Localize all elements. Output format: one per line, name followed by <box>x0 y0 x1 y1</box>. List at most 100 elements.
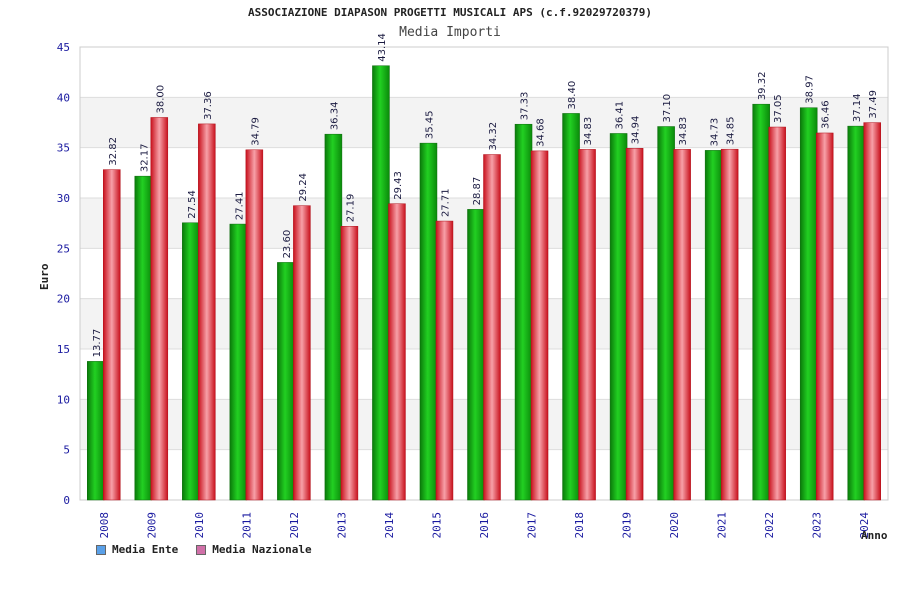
y-tick-label: 10 <box>57 393 70 406</box>
x-tick-label: 2018 <box>573 512 586 539</box>
bar-media-ente <box>372 65 390 501</box>
data-label-ente: 34.73 <box>710 118 721 147</box>
legend-label-nazionale: Media Nazionale <box>212 543 312 556</box>
x-tick-label: 2017 <box>526 512 539 539</box>
bar-media-nazionale <box>815 132 834 501</box>
y-tick-label: 20 <box>57 293 70 306</box>
legend-swatch-nazionale <box>196 544 207 555</box>
y-axis-label: Euro <box>38 263 51 291</box>
data-label-nazionale: 32.82 <box>108 137 119 166</box>
data-label-ente: 32.17 <box>139 144 150 173</box>
data-label-nazionale: 34.32 <box>488 122 499 151</box>
y-tick-label: 5 <box>63 444 70 457</box>
bar-media-ente <box>514 123 533 501</box>
chart-title: ASSOCIAZIONE DIAPASON PROGETTI MUSICALI … <box>248 6 652 19</box>
bar-media-nazionale <box>483 154 501 501</box>
x-tick-label: 2008 <box>98 512 111 539</box>
data-label-ente: 38.97 <box>805 75 816 104</box>
bar-media-ente <box>324 133 343 501</box>
x-tick-label: 2021 <box>716 512 729 539</box>
x-tick-label: 2016 <box>478 512 491 539</box>
bar-media-ente <box>562 113 580 501</box>
bar-media-ente <box>799 107 818 501</box>
bar-media-ente <box>229 223 248 501</box>
x-tick-label: 2020 <box>668 512 681 539</box>
data-label-nazionale: 34.79 <box>250 117 261 146</box>
data-label-nazionale: 37.36 <box>203 91 214 120</box>
legend-item-nazionale: Media Nazionale <box>196 543 312 556</box>
x-tick-label: 2011 <box>240 512 253 539</box>
data-label-ente: 37.33 <box>520 92 531 121</box>
legend-item-ente: Media Ente <box>96 543 178 556</box>
data-label-ente: 23.60 <box>282 230 293 259</box>
x-tick-label: 2009 <box>145 512 158 539</box>
bar-media-ente <box>182 222 200 501</box>
legend-swatch-ente <box>96 544 106 555</box>
bar-media-ente <box>277 262 295 501</box>
bar-media-nazionale <box>530 150 549 501</box>
y-tick-label: 25 <box>57 242 70 255</box>
data-label-ente: 27.54 <box>187 190 198 219</box>
bar-media-nazionale <box>340 226 359 501</box>
bar-media-ente <box>657 126 675 501</box>
x-tick-label: 2012 <box>288 512 301 539</box>
bar-media-nazionale <box>150 117 169 501</box>
x-tick-label: 2010 <box>193 512 206 539</box>
data-label-nazionale: 38.00 <box>155 85 166 114</box>
bar-media-ente <box>419 142 438 501</box>
bar-media-nazionale <box>388 203 406 501</box>
data-label-ente: 37.10 <box>662 94 673 123</box>
data-label-ente: 36.41 <box>615 101 626 130</box>
data-label-ente: 28.87 <box>472 177 483 206</box>
x-tick-label: 2015 <box>430 512 443 539</box>
data-label-nazionale: 34.83 <box>583 117 594 146</box>
data-label-nazionale: 34.94 <box>631 116 642 145</box>
x-axis-label: Anno <box>861 529 888 542</box>
bar-media-nazionale <box>720 148 739 501</box>
y-tick-label: 0 <box>63 494 70 507</box>
bar-media-ente <box>87 361 105 501</box>
legend: Media Ente Media Nazionale <box>96 543 312 556</box>
bar-media-nazionale <box>245 149 264 501</box>
bar-media-ente <box>847 125 865 501</box>
y-tick-label: 35 <box>57 142 70 155</box>
data-label-nazionale: 29.24 <box>298 173 309 202</box>
bar-media-ente <box>704 150 723 501</box>
data-label-ente: 38.40 <box>567 81 578 110</box>
data-label-nazionale: 29.43 <box>393 171 404 200</box>
y-tick-label: 40 <box>57 91 70 104</box>
y-tick-label: 15 <box>57 343 70 356</box>
data-label-ente: 35.45 <box>424 110 435 139</box>
data-label-ente: 43.14 <box>377 33 388 62</box>
bar-media-nazionale <box>103 169 121 501</box>
data-label-nazionale: 37.49 <box>868 90 879 119</box>
data-label-ente: 36.34 <box>329 102 340 131</box>
x-tick-label: 2019 <box>621 512 634 539</box>
data-label-nazionale: 34.68 <box>536 118 547 147</box>
legend-label-ente: Media Ente <box>112 543 179 556</box>
data-label-ente: 27.41 <box>234 191 245 220</box>
x-tick-label: 2024 <box>858 512 871 539</box>
x-tick-label: 2013 <box>335 512 348 539</box>
data-label-nazionale: 36.46 <box>821 100 832 129</box>
data-label-nazionale: 34.85 <box>726 117 737 146</box>
bar-media-nazionale <box>625 148 644 501</box>
data-label-nazionale: 27.19 <box>345 194 356 223</box>
data-label-nazionale: 37.05 <box>773 94 784 123</box>
bar-media-nazionale <box>293 205 311 501</box>
bar-media-nazionale <box>863 122 881 501</box>
data-label-nazionale: 34.83 <box>678 117 689 146</box>
x-tick-label: 2014 <box>383 512 396 539</box>
bar-media-ente <box>609 133 628 501</box>
data-label-ente: 13.77 <box>92 329 103 358</box>
bar-media-ente <box>752 103 770 501</box>
data-label-nazionale: 27.71 <box>440 188 451 217</box>
bar-media-nazionale <box>435 220 454 501</box>
bar-media-nazionale <box>768 126 786 501</box>
bar-media-nazionale <box>673 149 691 501</box>
chart-subtitle: Media Importi <box>399 25 501 40</box>
bar-media-ente <box>134 175 153 501</box>
bar-media-nazionale <box>198 123 216 501</box>
